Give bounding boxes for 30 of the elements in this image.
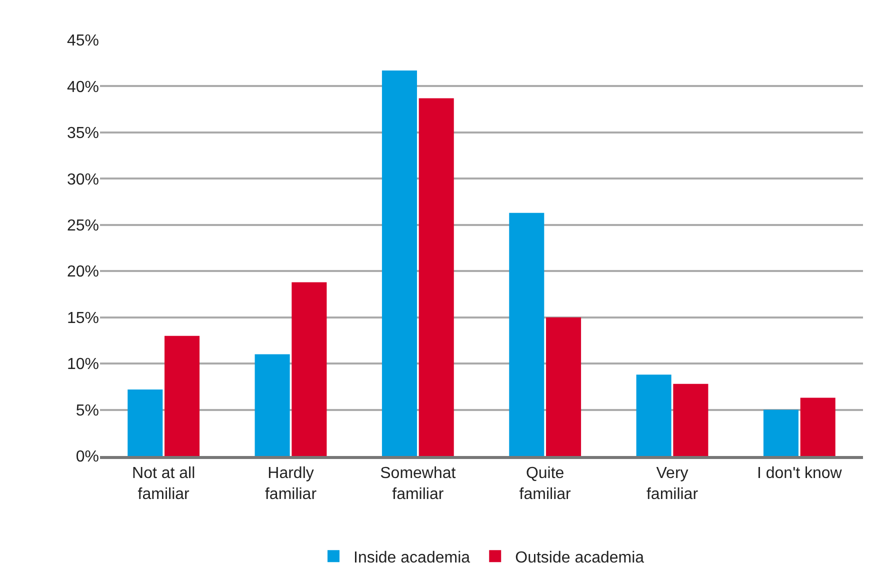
bar: [546, 317, 582, 456]
legend-label: Outside academia: [515, 549, 644, 566]
y-tick-label: 35%: [66, 125, 99, 142]
bar: [763, 410, 798, 456]
bar: [509, 212, 544, 456]
y-tick-label: 30%: [66, 171, 99, 188]
y-tick-label: 40%: [66, 78, 99, 96]
x-tick-label: Very familiar: [646, 465, 699, 503]
y-tick-label: 15%: [66, 310, 99, 327]
bar: [418, 98, 454, 456]
x-tick-label: Not at all familiar: [132, 465, 196, 503]
x-tick-label: Somewhat familiar: [380, 465, 456, 503]
bar: [673, 384, 708, 456]
y-tick-label: 25%: [66, 217, 99, 234]
y-tick-label: 10%: [66, 356, 99, 374]
x-tick-label: I don't know: [756, 465, 842, 482]
bar: [128, 389, 163, 456]
bar: [382, 70, 417, 456]
y-tick-label: 20%: [66, 264, 99, 281]
bar: [800, 398, 836, 456]
y-tick-label: 45%: [66, 32, 99, 50]
bar: [254, 354, 290, 456]
y-tick-label: 5%: [76, 402, 99, 420]
legend-label: Inside academia: [354, 549, 470, 566]
x-tick-label: Hardly familiar: [264, 465, 318, 503]
bar: [636, 374, 672, 456]
y-tick-label: 0%: [76, 448, 99, 466]
bar: [164, 336, 200, 456]
bar: [292, 282, 327, 456]
x-tick-label: Quite familiar: [519, 465, 572, 503]
